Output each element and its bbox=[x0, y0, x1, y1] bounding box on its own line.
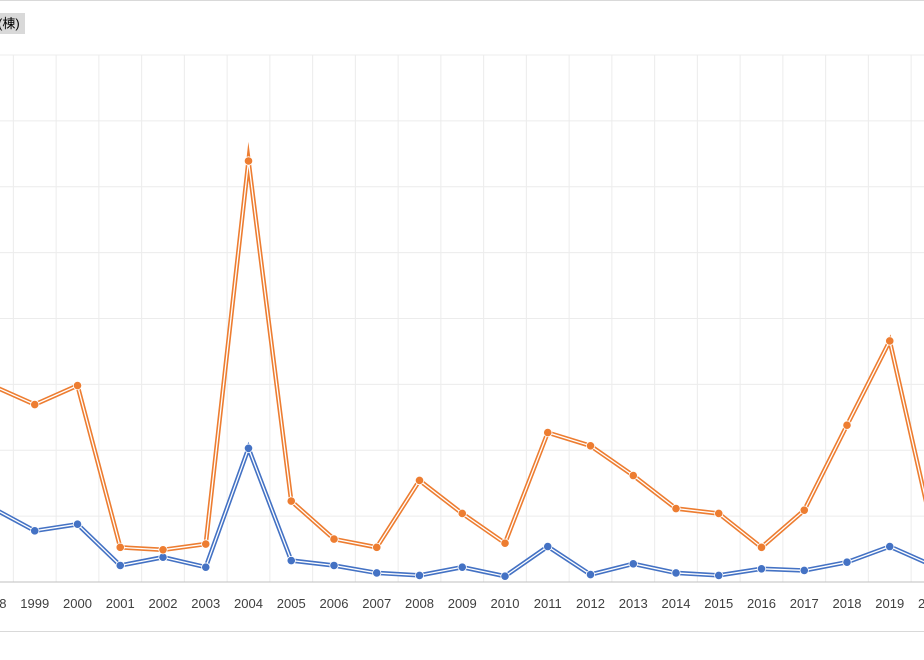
data-point bbox=[243, 443, 254, 453]
data-point bbox=[72, 380, 83, 391]
x-tick-label: 2005 bbox=[277, 596, 306, 611]
data-point bbox=[714, 508, 724, 519]
x-tick-label: 2016 bbox=[747, 596, 776, 611]
data-point bbox=[628, 559, 638, 569]
x-tick-label: 2018 bbox=[833, 596, 862, 611]
data-point bbox=[372, 542, 382, 552]
x-tick-label: 2017 bbox=[790, 596, 819, 611]
x-tick-label: 2002 bbox=[149, 596, 178, 611]
data-point bbox=[201, 562, 211, 572]
x-tick-label: 2011 bbox=[534, 596, 562, 611]
data-point bbox=[115, 542, 125, 552]
data-point bbox=[201, 539, 211, 549]
data-point bbox=[628, 470, 638, 481]
series-1 bbox=[0, 141, 924, 555]
x-tick-label: 2000 bbox=[63, 596, 92, 611]
x-tick-label: 2007 bbox=[362, 596, 391, 611]
data-point bbox=[414, 475, 425, 486]
data-point bbox=[30, 399, 40, 410]
data-point bbox=[585, 441, 596, 451]
data-point bbox=[799, 565, 809, 576]
x-tick-label: 2020 bbox=[918, 596, 924, 611]
x-tick-label: 2003 bbox=[191, 596, 220, 611]
data-point bbox=[671, 568, 681, 578]
data-point bbox=[585, 569, 596, 580]
data-point bbox=[243, 156, 254, 166]
x-tick-label: 1998 bbox=[0, 596, 6, 611]
data-point bbox=[30, 526, 40, 536]
x-tick-label: 2001 bbox=[106, 596, 135, 611]
chart-top-border bbox=[0, 0, 924, 1]
data-point bbox=[158, 545, 168, 555]
x-tick-label: 2006 bbox=[320, 596, 349, 611]
series-line bbox=[0, 141, 924, 553]
data-point bbox=[329, 534, 339, 544]
gridlines bbox=[0, 54, 924, 582]
x-tick-label: 2012 bbox=[576, 596, 605, 611]
data-point bbox=[714, 570, 724, 580]
x-tick-label: 2009 bbox=[448, 596, 477, 611]
data-point bbox=[885, 336, 895, 346]
data-point bbox=[286, 496, 296, 506]
data-point bbox=[457, 508, 467, 519]
data-point bbox=[885, 541, 895, 552]
data-point bbox=[756, 564, 767, 574]
data-point bbox=[500, 538, 510, 548]
data-point bbox=[72, 519, 83, 529]
x-tick-labels: 1998 1999 2000 2001 2002 2003 2004 2005 2006 2007… bbox=[0, 596, 924, 611]
chart-bottom-border bbox=[0, 631, 924, 632]
series-line-highlight bbox=[0, 155, 924, 551]
x-tick-label: 2004 bbox=[234, 596, 263, 611]
x-tick-label: 2014 bbox=[662, 596, 691, 611]
data-point bbox=[543, 541, 553, 552]
data-point bbox=[414, 570, 425, 580]
data-point bbox=[329, 560, 339, 571]
data-point bbox=[543, 427, 553, 438]
series-2 bbox=[0, 441, 924, 581]
data-point bbox=[286, 555, 296, 566]
data-point bbox=[842, 420, 852, 430]
x-tick-label: 1999 bbox=[20, 596, 49, 611]
x-tick-label: 2019 bbox=[875, 596, 904, 611]
x-tick-label: 2015 bbox=[704, 596, 733, 611]
data-point bbox=[756, 542, 767, 552]
data-point bbox=[500, 571, 510, 581]
data-point bbox=[842, 557, 852, 567]
x-tick-label: 2008 bbox=[405, 596, 434, 611]
data-point bbox=[457, 562, 467, 572]
x-tick-label: 2010 bbox=[491, 596, 520, 611]
data-point bbox=[799, 505, 809, 515]
x-tick-label: 2013 bbox=[619, 596, 648, 611]
data-point bbox=[372, 568, 382, 578]
data-point bbox=[671, 503, 681, 514]
y-axis-unit-label: (棟) bbox=[0, 13, 25, 34]
data-point bbox=[115, 560, 125, 571]
